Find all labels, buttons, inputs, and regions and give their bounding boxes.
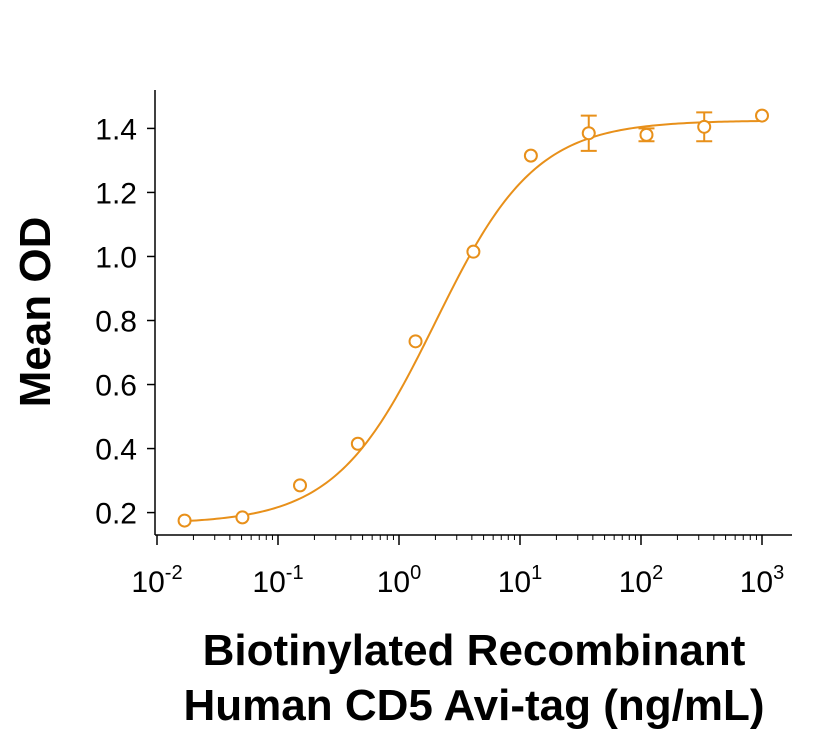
y-tick-label: 1.4: [95, 113, 137, 146]
y-tick-label: 0.2: [95, 498, 137, 531]
x-tick-label: 10-1: [252, 562, 303, 599]
fit-curve-group: [184, 120, 763, 523]
y-ticks: 0.2 0.4 0.6 0.8 1.0 1.2 1.4: [95, 113, 155, 531]
x-tick-label: 10-2: [131, 562, 182, 599]
data-point: [639, 127, 654, 142]
x-tick-label: 102: [619, 562, 664, 599]
data-points: [177, 108, 769, 528]
y-axis-title: Mean OD: [11, 217, 60, 408]
x-tick-label: 103: [740, 562, 785, 599]
data-point: [581, 126, 596, 141]
axes: [154, 90, 792, 536]
data-point: [235, 510, 250, 525]
x-tick-label: 100: [377, 562, 422, 599]
data-point: [523, 148, 538, 163]
data-point: [408, 334, 423, 349]
y-tick-label: 0.6: [95, 370, 137, 403]
fit-curve: [184, 120, 763, 523]
data-point: [697, 119, 712, 134]
y-tick-label: 0.4: [95, 434, 137, 467]
y-tick-label: 0.8: [95, 306, 137, 339]
x-axis-title-line-1: Biotinylated Recombinant: [203, 626, 746, 675]
data-point: [293, 478, 308, 493]
data-point: [177, 513, 192, 528]
y-tick-label: 1.0: [95, 241, 137, 274]
data-point: [350, 436, 365, 451]
data-point: [466, 244, 481, 259]
data-point: [755, 108, 769, 123]
x-ticks: 10-2 10-1 100 101 102 103: [131, 535, 784, 599]
x-axis-title-line-2: Human CD5 Avi-tag (ng/mL): [184, 681, 765, 730]
x-tick-label: 101: [498, 562, 543, 599]
y-tick-label: 1.2: [95, 177, 137, 210]
